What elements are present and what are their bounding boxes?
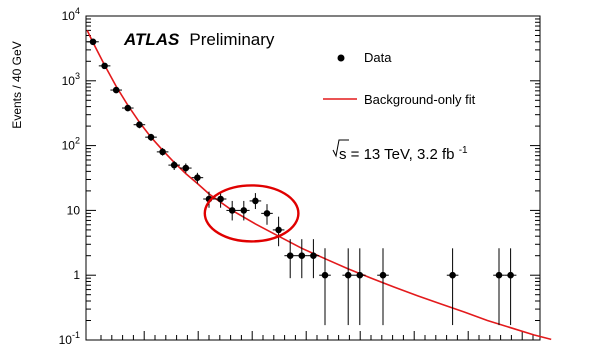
data-point — [377, 248, 389, 326]
data-point — [122, 104, 134, 112]
atlas-experiment: ATLAS — [123, 30, 180, 49]
energy-text: s = 13 TeV, 3.2 fb — [339, 146, 455, 163]
data-point — [284, 239, 296, 279]
legend-entry-fit: Background-only fit — [364, 92, 476, 107]
data-series — [87, 38, 517, 326]
data-marker — [182, 164, 190, 172]
data-marker — [275, 226, 282, 234]
y-tick-label: 1 — [73, 268, 80, 282]
data-point — [238, 200, 250, 221]
data-marker — [310, 252, 317, 259]
data-point — [133, 121, 146, 129]
legend-data-marker — [337, 54, 345, 62]
y-tick-label: 104 — [62, 6, 80, 23]
data-marker — [286, 252, 294, 259]
data-marker — [170, 161, 178, 169]
data-point — [110, 86, 122, 94]
data-point — [145, 133, 157, 141]
data-marker — [159, 148, 166, 156]
data-point — [156, 147, 169, 156]
data-point — [203, 191, 215, 208]
data-point — [307, 239, 320, 279]
data-point — [319, 248, 331, 326]
data-marker — [112, 86, 120, 94]
data-point — [493, 248, 505, 326]
data-marker — [89, 38, 97, 46]
energy-annotation: s = 13 TeV, 3.2 fb -1 — [332, 139, 468, 163]
data-marker — [228, 207, 236, 214]
data-point — [354, 248, 366, 326]
data-point — [214, 191, 227, 208]
data-marker — [252, 197, 259, 205]
data-marker — [356, 271, 364, 279]
data-point — [98, 62, 111, 70]
data-marker — [495, 271, 503, 279]
data-marker — [321, 271, 329, 279]
atlas-status: Preliminary — [189, 30, 275, 49]
data-point — [296, 239, 308, 279]
data-point — [87, 38, 99, 46]
data-marker — [298, 252, 306, 259]
data-point — [168, 160, 180, 171]
data-marker — [449, 271, 456, 279]
data-point — [272, 216, 285, 247]
data-point — [191, 172, 204, 184]
data-point — [249, 193, 262, 210]
data-point — [226, 200, 238, 221]
excess-highlight-circle — [203, 184, 300, 243]
data-marker — [136, 121, 143, 129]
sqrt-sign — [332, 139, 349, 158]
legend: Data Background-only fit — [323, 50, 476, 107]
y-tick-label: 10-1 — [59, 330, 80, 347]
data-point — [504, 248, 517, 326]
y-tick-label: 10 — [67, 203, 81, 217]
atlas-label: ATLAS Preliminary — [123, 30, 275, 49]
data-marker — [240, 207, 248, 214]
legend-entry-data: Data — [364, 50, 392, 65]
svg-text:s = 13 TeV, 3.2 fb -1: s = 13 TeV, 3.2 fb -1 — [339, 145, 468, 163]
data-marker — [344, 271, 352, 279]
y-tick-label: 103 — [62, 71, 80, 88]
data-point — [446, 248, 459, 326]
data-marker — [507, 271, 514, 279]
data-point — [180, 163, 192, 173]
data-point — [261, 204, 273, 225]
data-marker — [101, 62, 108, 70]
data-marker — [194, 174, 201, 181]
fit-curve — [86, 30, 552, 341]
data-marker — [217, 195, 224, 203]
energy-superscript: -1 — [459, 145, 468, 156]
plot-frame — [85, 15, 541, 341]
data-marker — [124, 104, 132, 112]
data-point — [342, 248, 354, 326]
data-marker — [263, 210, 271, 217]
data-marker — [147, 133, 155, 141]
y-tick-label: 102 — [62, 136, 80, 153]
y-axis-label: Events / 40 GeV — [10, 41, 24, 128]
axis-ticks — [86, 15, 540, 341]
data-marker — [379, 271, 387, 279]
